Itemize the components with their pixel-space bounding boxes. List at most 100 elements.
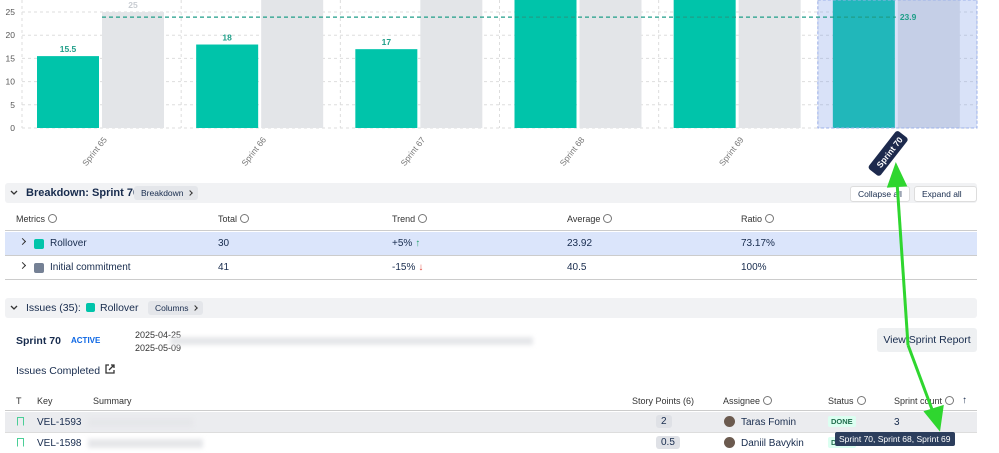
breakdown-title: Breakdown: Sprint 70 xyxy=(26,187,140,199)
selected-pill xyxy=(868,131,908,176)
sprint-count: 3 xyxy=(894,417,900,428)
story-icon xyxy=(17,417,24,426)
metric-ratio: 100% xyxy=(741,262,767,273)
issues-title: Issues (35): xyxy=(26,302,81,314)
x-tick: Sprint 66 xyxy=(239,135,268,168)
avatar xyxy=(724,416,735,427)
info-icon[interactable] xyxy=(856,396,866,405)
redacted-summary xyxy=(88,418,193,427)
metric-row xyxy=(5,256,977,280)
metric-ratio: 73.17% xyxy=(741,238,775,249)
issue-key[interactable]: VEL-1598 xyxy=(37,438,82,449)
external-link-icon[interactable] xyxy=(104,363,116,375)
metric-average: 23.92 xyxy=(567,238,593,249)
redacted-summary xyxy=(88,439,203,448)
trend-value: -15% xyxy=(392,262,416,273)
x-tick-label: Sprint 67 xyxy=(398,135,427,168)
metric-swatch xyxy=(34,263,44,273)
x-tick: Sprint 69 xyxy=(717,135,746,168)
bar xyxy=(673,0,736,128)
column-header: Trend xyxy=(392,214,428,224)
collapse-chevron[interactable] xyxy=(10,189,18,197)
expand-all-button[interactable]: Expand all xyxy=(914,186,977,202)
filter-label: Rollover xyxy=(100,302,139,314)
column-header: Sprint count xyxy=(894,396,955,406)
x-tick: Sprint 70 xyxy=(868,131,908,176)
column-header: Summary xyxy=(93,396,132,406)
y-tick-label: 25 xyxy=(6,7,16,17)
chart: 0 5 10 15 20 25 15.5 18 17 25 23.9 Sprint 65 Sprint … xyxy=(6,0,978,176)
selected-column xyxy=(817,0,978,129)
collapse-chevron[interactable] xyxy=(10,304,18,312)
view-sprint-report-button[interactable]: View Sprint Report xyxy=(877,328,977,352)
sprint-name: Sprint 70 xyxy=(16,335,61,347)
info-icon[interactable] xyxy=(765,214,775,223)
issue-row xyxy=(5,412,977,433)
breakdown-bar xyxy=(5,183,977,203)
column-header: Status xyxy=(828,396,866,406)
status-lozenge: DONE xyxy=(828,416,856,427)
info-icon[interactable] xyxy=(240,214,250,223)
column-header: Metrics xyxy=(16,214,57,224)
metric-row xyxy=(5,232,977,256)
info-icon[interactable] xyxy=(603,214,613,223)
average-label: 23.9 xyxy=(900,12,917,22)
column-header: Story Points (6) xyxy=(632,396,695,406)
metric-trend: -15% ↓ xyxy=(392,262,423,273)
info-icon[interactable] xyxy=(418,214,428,223)
bar xyxy=(355,49,418,128)
info-icon[interactable] xyxy=(763,396,773,405)
metric-total: 30 xyxy=(218,238,230,249)
section-title: Issues Completed xyxy=(16,365,101,377)
bar xyxy=(832,0,895,128)
y-tick-label: 15 xyxy=(6,53,16,63)
story-icon xyxy=(17,438,24,447)
column-header: Average xyxy=(567,214,613,224)
avatar xyxy=(724,437,735,448)
bar xyxy=(579,0,642,128)
column-header: Assignee xyxy=(723,396,773,406)
y-tick-label: 5 xyxy=(10,100,15,110)
issue-key[interactable]: VEL-1593 xyxy=(37,417,82,428)
trend-arrow: ↓ xyxy=(418,262,424,273)
x-tick-label: Sprint 69 xyxy=(717,135,746,168)
column-header: Ratio xyxy=(741,214,775,224)
header-rule xyxy=(5,230,977,231)
bar xyxy=(514,0,577,128)
column-header: T xyxy=(16,396,22,406)
breakdown-button[interactable]: Breakdown xyxy=(134,186,198,200)
value-label: 17 xyxy=(382,37,392,47)
value-label: 25 xyxy=(128,0,138,10)
value-label: 15.5 xyxy=(60,44,77,54)
y-tick-label: 20 xyxy=(6,30,16,40)
x-tick-label: Sprint 66 xyxy=(239,135,268,168)
column-header: Key xyxy=(37,396,53,406)
metric-name: Initial commitment xyxy=(50,262,131,273)
metric-swatch xyxy=(34,239,44,249)
metric-total: 41 xyxy=(218,262,230,273)
columns-button[interactable]: Columns xyxy=(148,301,203,315)
sprint-status: ACTIVE xyxy=(71,336,101,345)
x-tick-label: Sprint 65 xyxy=(80,135,109,168)
y-tick-label: 10 xyxy=(6,77,16,87)
sprint-start: 2025-04-25 xyxy=(135,330,182,340)
x-tick: Sprint 67 xyxy=(398,135,427,168)
story-points: 0.5 xyxy=(656,436,680,449)
metric-name: Rollover xyxy=(50,238,87,249)
info-icon[interactable] xyxy=(48,214,57,223)
bar xyxy=(420,0,483,128)
column-header: Total xyxy=(218,214,250,224)
x-tick: Sprint 68 xyxy=(558,135,587,168)
collapse-all-button[interactable]: Collapse all xyxy=(850,186,910,202)
issue-row xyxy=(5,433,977,453)
metric-average: 40.5 xyxy=(567,262,587,273)
sort-arrow[interactable]: ↑ xyxy=(962,395,967,406)
tooltip: Sprint 70, Sprint 68, Sprint 69 xyxy=(835,432,955,446)
sprint-end: 2025-05-09 xyxy=(135,343,182,353)
info-icon[interactable] xyxy=(945,396,955,405)
assignee: Taras Fomin xyxy=(741,417,797,428)
trend-arrow: ↑ xyxy=(415,238,421,249)
issues-bar xyxy=(5,298,977,318)
bar xyxy=(196,44,259,128)
